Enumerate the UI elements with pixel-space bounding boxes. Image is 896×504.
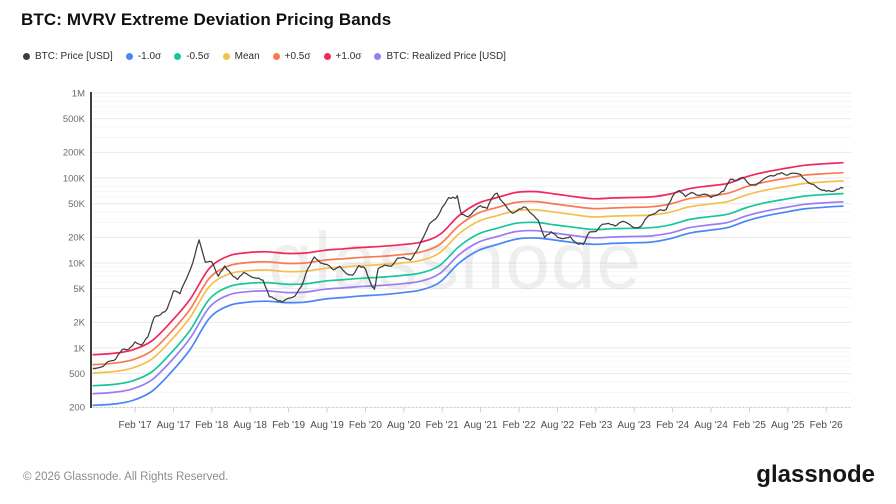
legend-dot-icon bbox=[323, 53, 331, 60]
y-axis-label: 20K bbox=[68, 233, 86, 244]
x-axis-label: Aug '19 bbox=[310, 420, 344, 431]
y-axis-label: 500K bbox=[63, 114, 86, 125]
x-axis-label: Feb '17 bbox=[118, 420, 151, 431]
axes bbox=[90, 92, 851, 408]
x-axis-label: Feb '18 bbox=[195, 420, 228, 431]
chart-title: BTC: MVRV Extreme Deviation Pricing Band… bbox=[21, 10, 392, 29]
legend-item[interactable]: -0.5σ bbox=[174, 51, 210, 62]
x-axis-label: Feb '20 bbox=[349, 420, 382, 431]
legend-item[interactable]: +1.0σ bbox=[323, 51, 362, 62]
legend: BTC: Price [USD] -1.0σ -0.5σ Mean +0.5σ +1.0σ… bbox=[23, 51, 506, 62]
legend-item-label: +0.5σ bbox=[284, 51, 311, 62]
x-axis-label: Aug '17 bbox=[157, 420, 191, 431]
legend-dot-icon bbox=[374, 53, 382, 60]
x-axis-label: Aug '18 bbox=[233, 420, 267, 431]
x-axis-label: Aug '21 bbox=[464, 420, 498, 431]
legend-item[interactable]: BTC: Price [USD] bbox=[23, 51, 113, 62]
legend-item-label: -1.0σ bbox=[137, 51, 162, 62]
series-line--0.5σ bbox=[92, 192, 844, 387]
y-axis-label: 500 bbox=[69, 369, 85, 380]
series-line-Mean bbox=[92, 180, 844, 374]
legend-dot-icon bbox=[222, 53, 230, 60]
legend-item-label: +1.0σ bbox=[335, 51, 362, 62]
series-line-price bbox=[92, 171, 844, 370]
x-axis-label: Feb '21 bbox=[426, 420, 459, 431]
legend-item[interactable]: Mean bbox=[222, 51, 260, 62]
series-lines bbox=[92, 161, 844, 407]
x-axis-label: Feb '22 bbox=[502, 420, 535, 431]
x-axis-label: Aug '24 bbox=[694, 420, 728, 431]
x-axis-label: Aug '23 bbox=[617, 420, 651, 431]
x-axis-label: Feb '24 bbox=[656, 420, 689, 431]
legend-item-label: BTC: Price [USD] bbox=[35, 51, 113, 62]
series-line--1.0σ bbox=[92, 205, 844, 407]
glassnode-logo[interactable]: glassnode bbox=[756, 461, 875, 488]
x-axis-label: Feb '25 bbox=[733, 420, 766, 431]
y-axis-label: 1K bbox=[73, 343, 85, 354]
y-axis-label: 10K bbox=[68, 258, 86, 269]
x-axis-label: Aug '20 bbox=[387, 420, 421, 431]
y-axis-label: 200 bbox=[69, 403, 85, 414]
y-axis-label: 5K bbox=[73, 284, 85, 295]
y-gridlines bbox=[93, 92, 851, 408]
legend-item-label: Mean bbox=[234, 51, 260, 62]
footer-copyright: © 2026 Glassnode. All Rights Reserved. bbox=[23, 471, 229, 483]
legend-dot-icon bbox=[23, 53, 30, 60]
legend-dot-icon bbox=[174, 53, 182, 60]
legend-dot-icon bbox=[272, 53, 280, 60]
x-axis-label: Aug '22 bbox=[541, 420, 575, 431]
y-axis-label: 2K bbox=[73, 318, 85, 329]
y-axis-label: 50K bbox=[68, 199, 86, 210]
x-axis-label: Aug '25 bbox=[771, 420, 805, 431]
y-axis-labels: 1M 500K 200K 100K 50K 20K 10K 5K 2K 1K 500 200 bbox=[63, 88, 86, 413]
legend-item-label: BTC: Realized Price [USD] bbox=[386, 51, 506, 62]
legend-item[interactable]: +0.5σ bbox=[272, 51, 311, 62]
x-axis-labels: Feb '17 Aug '17 Feb '18 Aug '18 Feb '19 Aug '… bbox=[118, 407, 843, 431]
legend-dot-icon bbox=[125, 53, 133, 60]
series-line-+1.0σ bbox=[92, 161, 844, 356]
legend-item[interactable]: -1.0σ bbox=[125, 51, 162, 62]
x-axis-label: Feb '19 bbox=[272, 420, 305, 431]
y-axis-label: 100K bbox=[63, 173, 86, 184]
y-axis-label: 200K bbox=[63, 148, 86, 159]
legend-item-label: -0.5σ bbox=[186, 51, 210, 62]
y-axis-label: 1M bbox=[72, 88, 85, 99]
series-line-BTC: Realized Price [USD] bbox=[92, 200, 844, 395]
x-axis-label: Feb '26 bbox=[810, 420, 843, 431]
x-axis-label: Feb '23 bbox=[579, 420, 612, 431]
legend-item[interactable]: BTC: Realized Price [USD] bbox=[374, 51, 506, 62]
